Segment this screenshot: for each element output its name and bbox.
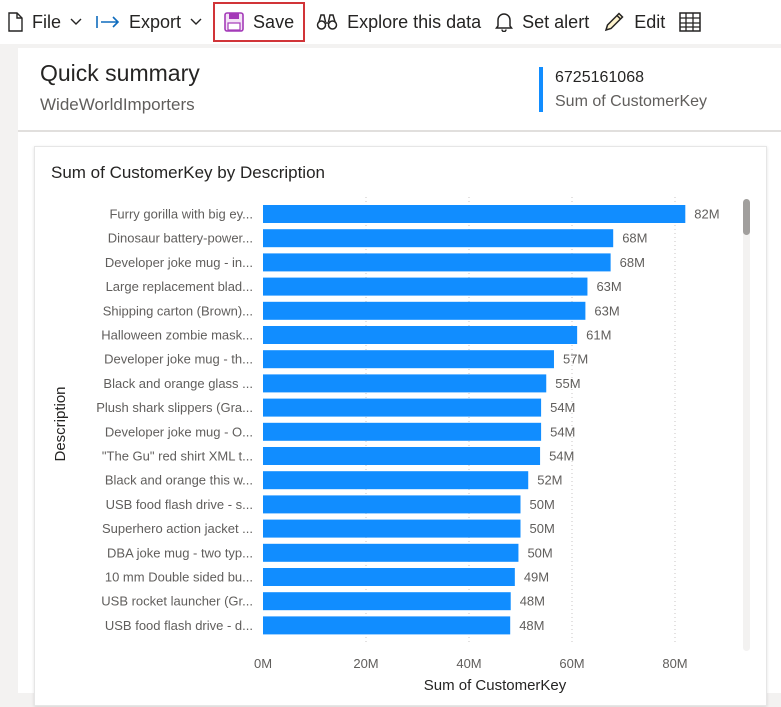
bar[interactable] [263,592,511,611]
data-label: 48M [520,594,545,609]
x-tick-label: 60M [559,656,584,671]
bar[interactable] [263,301,586,320]
bar[interactable] [263,398,542,417]
export-label: Export [129,11,182,32]
binoculars-icon [316,14,338,30]
data-label: 50M [530,497,555,512]
x-tick-label: 40M [456,656,481,671]
data-label: 68M [622,231,647,246]
category-label: Shipping carton (Brown)... [103,303,253,318]
x-tick-label: 20M [353,656,378,671]
chart-title: Sum of CustomerKey by Description [51,163,325,182]
dataset-name: WideWorldImporters [40,95,195,114]
category-label: "The Gu" red shirt XML t... [102,449,253,464]
x-axis-title: Sum of CustomerKey [424,677,567,694]
explore-data-button[interactable]: Explore this data [309,0,488,44]
category-label: USB food flash drive - d... [105,618,253,633]
bar[interactable] [263,205,686,223]
chart-scrollbar[interactable] [743,199,750,651]
bell-icon [495,13,514,32]
kpi-accent-bar [539,67,543,112]
explore-label: Explore this data [347,11,482,32]
edit-label: Edit [634,11,666,32]
category-label: 10 mm Double sided bu... [105,570,253,585]
category-label: Developer joke mug - O... [105,424,253,439]
bar[interactable] [263,374,547,393]
pencil-icon [605,12,624,32]
file-menu[interactable]: File [0,0,89,44]
bar[interactable] [263,616,511,635]
file-label: File [32,11,62,32]
bar[interactable] [263,471,529,490]
bar[interactable] [263,229,614,248]
data-label: 61M [586,328,611,343]
kpi-value: 6725161068 [555,69,644,86]
bar[interactable] [263,422,542,441]
page-title: Quick summary [40,60,200,86]
bar[interactable] [263,543,519,562]
data-label: 49M [524,570,549,585]
data-label: 55M [555,376,580,391]
scrollbar-thumb[interactable] [743,199,750,235]
table-view-button[interactable] [672,0,708,44]
document-icon [8,12,23,32]
category-label: Developer joke mug - in... [105,255,253,270]
data-label: 50M [527,545,552,560]
bar[interactable] [263,495,521,514]
data-label: 63M [596,279,621,294]
set-alert-button[interactable]: Set alert [488,0,596,44]
category-label: Superhero action jacket ... [102,521,253,536]
data-label: 54M [549,449,574,464]
export-menu[interactable]: Export [89,0,209,44]
divider [18,130,781,132]
data-label: 82M [694,207,719,222]
report-page: Quick summary WideWorldImporters 6725161… [18,48,781,706]
x-tick-label: 0M [254,656,272,671]
kpi-label: Sum of CustomerKey [555,93,708,110]
bar[interactable] [263,519,521,538]
bar[interactable] [263,568,515,586]
category-label: Halloween zombie mask... [101,328,253,343]
data-label: 54M [550,400,575,415]
category-label: Black and orange this w... [105,473,253,488]
export-arrow-icon [96,16,120,28]
data-label: 63M [594,303,619,318]
data-label: 50M [530,521,555,536]
edit-button[interactable]: Edit [596,0,672,44]
bar[interactable] [263,253,611,272]
y-axis-title: Description [52,386,69,461]
bar[interactable] [263,447,541,465]
table-grid-icon [679,12,701,32]
category-label: Plush shark slippers (Gra... [96,400,253,415]
toolbar: File Export Save Explore this data [0,0,781,44]
bar[interactable] [263,350,554,369]
bar[interactable] [263,326,578,344]
data-label: 68M [620,255,645,270]
x-tick-label: 80M [662,656,687,671]
category-label: USB food flash drive - s... [106,497,253,512]
category-label: Furry gorilla with big ey... [109,207,253,222]
category-label: Dinosaur battery-power... [108,231,253,246]
category-label: Black and orange glass ... [103,376,253,391]
chart-card[interactable]: Sum of CustomerKey by Description Furry … [34,146,767,706]
category-label: DBA joke mug - two typ... [107,545,253,560]
bar-chart: Furry gorilla with big ey... 82M Dinosaur … [52,197,720,694]
category-label: USB rocket launcher (Gr... [101,594,253,609]
category-label: Large replacement blad... [106,279,253,294]
data-label: 48M [519,618,544,633]
save-button[interactable]: Save [213,2,306,42]
chevron-down-icon [70,18,82,25]
save-label: Save [253,11,295,32]
data-label: 52M [537,473,562,488]
data-label: 57M [563,352,588,367]
category-label: Developer joke mug - th... [104,352,253,367]
alert-label: Set alert [522,11,590,32]
bar[interactable] [263,277,588,296]
chevron-down-icon [190,18,202,25]
save-floppy-icon [224,12,244,32]
data-label: 54M [550,424,575,439]
